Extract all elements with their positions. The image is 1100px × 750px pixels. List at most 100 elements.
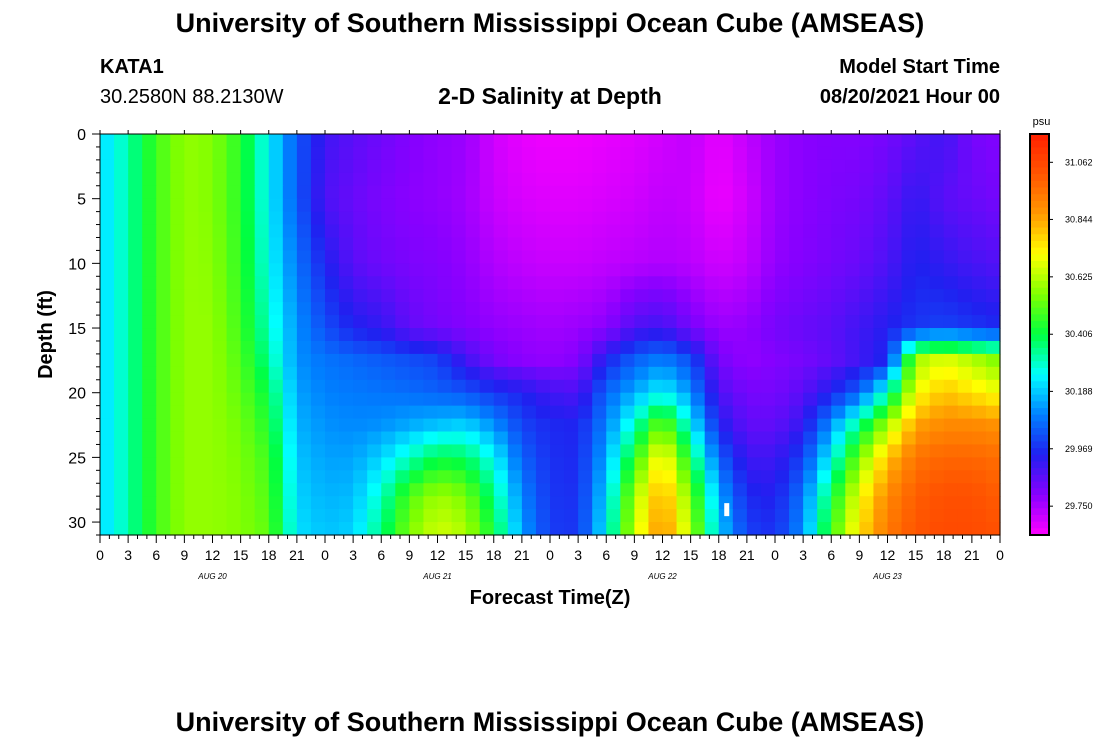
colorbar-segment [1030,281,1049,289]
heatmap-cell [775,159,790,174]
heatmap-cell [943,146,959,161]
heatmap-cell [114,522,129,536]
heatmap-cell [592,483,607,497]
heatmap-cell [620,392,635,407]
heatmap-cell [718,470,734,484]
heatmap-cell [128,522,143,536]
colorbar-segment [1030,374,1049,382]
heatmap-cell [240,353,256,368]
heatmap-cell [620,289,635,303]
y-tick-label: 10 [68,256,86,273]
heatmap-cell [760,340,776,355]
heatmap-cell [690,522,706,536]
heatmap-cell [240,146,256,161]
heatmap-cell [254,483,270,497]
heatmap-cell [634,211,650,226]
heatmap-cell [142,159,157,174]
heatmap-cell [521,522,537,536]
heatmap-cell [479,289,495,303]
heatmap-cell [156,185,171,200]
heatmap-cell [310,185,326,200]
heatmap-cell [339,289,354,303]
heatmap-cell [254,379,270,394]
heatmap-cell [746,483,762,497]
heatmap-cell [395,146,410,161]
heatmap-cell [690,250,706,264]
heatmap-cell [114,353,129,368]
heatmap-cell [789,457,804,471]
heatmap-cell [887,315,903,329]
heatmap-cell [423,392,439,407]
heatmap-cell [339,159,354,174]
heatmap-cell [817,263,832,277]
heatmap-cell [789,289,804,303]
heatmap-cell [662,276,678,290]
heatmap-cell [493,185,509,200]
heatmap-cell [901,366,917,381]
heatmap-cell [817,522,832,536]
heatmap-cell [985,483,1001,497]
heatmap-cell [887,146,903,161]
heatmap-cell [887,353,903,368]
heatmap-cell [648,263,664,277]
heatmap-cell [395,418,410,433]
heatmap-cell [128,289,143,303]
heatmap-cell [479,379,495,394]
heatmap-cell [226,457,242,471]
y-axis-title: Depth (ft) [35,290,57,379]
heatmap-cell [535,134,551,148]
heatmap-cell [226,379,242,394]
heatmap-cell [212,392,228,407]
heatmap-cell [985,522,1001,536]
heatmap-cell [114,340,129,355]
heatmap-cell [381,276,396,290]
heatmap-cell [128,302,143,316]
heatmap-cell [943,289,959,303]
heatmap-cell [845,509,860,523]
heatmap-cell [521,134,537,148]
heatmap-cell [226,340,242,355]
heatmap-cell [507,263,523,277]
heatmap-cell [901,289,917,303]
heatmap-cell [985,392,1001,407]
heatmap-cell [732,224,748,239]
heatmap-cell [268,172,284,187]
heatmap-cell [732,289,748,303]
heatmap-cell [451,315,467,329]
heatmap-cell [437,134,453,148]
heatmap-cell [564,379,579,394]
heatmap-cell [409,134,425,148]
heatmap-cell [690,146,706,161]
heatmap-cell [606,237,621,252]
heatmap-cell [620,224,635,239]
heatmap-cell [620,276,635,290]
heatmap-cell [690,237,706,252]
heatmap-cell [648,211,664,226]
heatmap-cell [817,418,832,433]
heatmap-cell [775,134,790,148]
heatmap-cell [803,172,818,187]
heatmap-cell [648,431,664,446]
heatmap-cell [662,353,678,368]
heatmap-cell [901,405,917,420]
heatmap-cell [367,470,382,484]
heatmap-cell [648,185,664,200]
heatmap-cell [606,496,621,510]
heatmap-cell [339,379,354,394]
heatmap-cell [803,159,818,174]
heatmap-cell [845,159,860,174]
heatmap-cell [226,444,242,458]
y-tick-label: 25 [68,450,86,467]
heatmap-cell [592,134,607,148]
heatmap-cell [170,496,185,510]
heatmap-cell [831,146,846,161]
heatmap-cell [507,198,523,213]
heatmap-cell [578,134,593,148]
heatmap-cell [676,509,692,523]
heatmap-cell [662,250,678,264]
heatmap-cell [353,509,368,523]
heatmap-cell [676,276,692,290]
heatmap-cell [648,172,664,187]
heatmap-cell [114,470,129,484]
heatmap-cell [817,340,832,355]
